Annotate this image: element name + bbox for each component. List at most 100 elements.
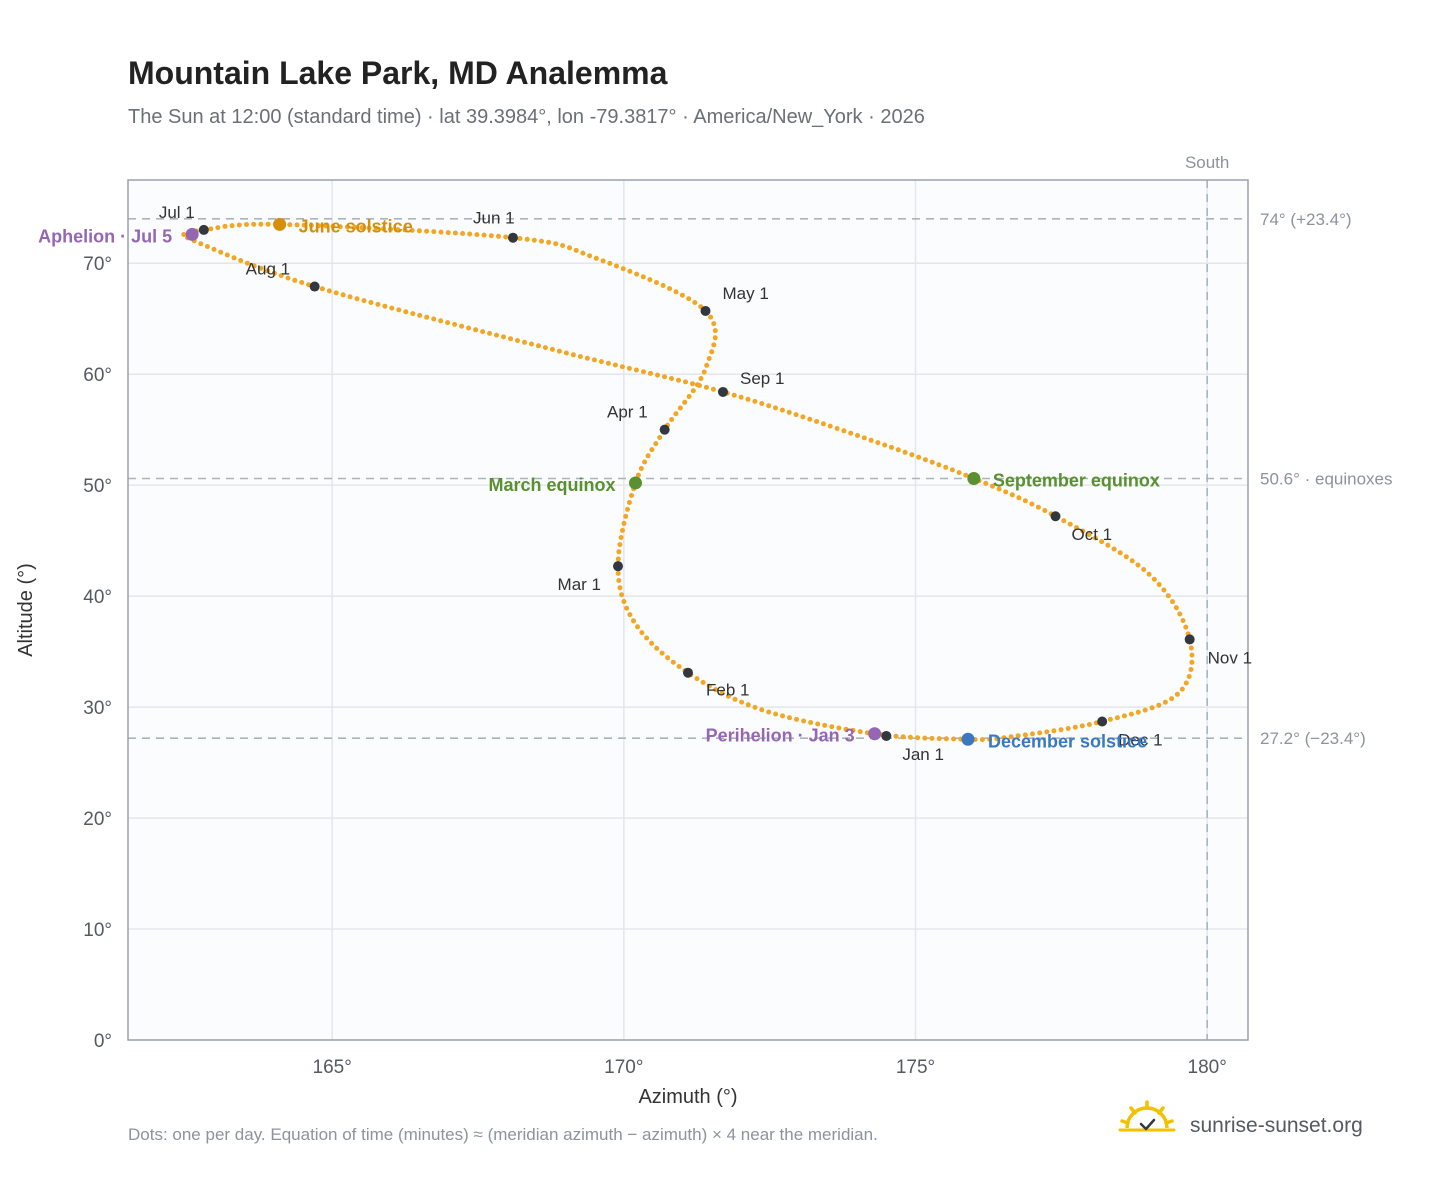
- daily-dot: [1135, 709, 1141, 715]
- daily-dot: [460, 231, 466, 236]
- daily-dot: [617, 585, 623, 591]
- daily-dot: [258, 265, 264, 271]
- daily-dot: [836, 725, 842, 731]
- daily-dot: [1177, 611, 1183, 617]
- daily-dot: [916, 454, 922, 460]
- daily-dot: [900, 734, 906, 740]
- daily-dot: [1156, 702, 1162, 708]
- daily-dot: [231, 255, 237, 261]
- daily-dot: [389, 305, 395, 311]
- daily-dot: [649, 640, 655, 646]
- daily-dot: [474, 232, 480, 238]
- daily-dot: [607, 260, 613, 266]
- reference-lines: 74° (+23.4°) 50.6° · equinoxes 27.2° (−23.…: [128, 153, 1393, 1040]
- daily-dot: [868, 437, 874, 443]
- daily-dot: [1092, 535, 1098, 541]
- daily-dot: [1161, 587, 1167, 593]
- daily-dot: [647, 277, 653, 283]
- daily-dot: [198, 241, 204, 247]
- daily-dot: [949, 467, 955, 473]
- daily-dot: [701, 369, 707, 375]
- daily-dot: [848, 430, 854, 436]
- daily-dot: [452, 230, 458, 236]
- month-label: May 1: [723, 284, 769, 303]
- daily-dot: [641, 369, 646, 375]
- daily-dot: [623, 513, 629, 519]
- x-axis-title: Azimuth (°): [638, 1086, 737, 1108]
- daily-dot: [344, 224, 350, 230]
- daily-dot: [271, 270, 277, 276]
- daily-dot: [487, 330, 493, 336]
- daily-dot: [759, 401, 765, 406]
- daily-dot: [402, 227, 408, 233]
- x-tick-label: 165°: [313, 1057, 352, 1078]
- daily-dot: [642, 459, 648, 465]
- daily-dot: [229, 223, 235, 229]
- daily-dot: [667, 286, 673, 292]
- daily-dot: [556, 348, 562, 354]
- daily-dot: [593, 255, 599, 261]
- daily-dot: [654, 280, 659, 285]
- daily-dot: [800, 414, 806, 420]
- daily-dot: [745, 396, 751, 402]
- daily-dot: [882, 442, 888, 448]
- daily-dot: [1086, 722, 1092, 727]
- daily-dot: [563, 350, 569, 356]
- daily-dot: [573, 247, 579, 253]
- daily-dot: [990, 483, 995, 489]
- daily-dot: [1123, 554, 1129, 560]
- daily-dot: [682, 399, 688, 405]
- reference-line-label: 50.6° · equinoxes: [1260, 470, 1393, 489]
- daily-dot: [431, 229, 437, 235]
- daily-dot: [626, 365, 632, 371]
- daily-dot: [1079, 723, 1085, 729]
- daily-dot: [677, 405, 683, 411]
- daily-dot: [694, 676, 700, 682]
- daily-dot: [395, 227, 401, 233]
- daily-dot: [598, 359, 604, 365]
- event-marker: [273, 217, 287, 231]
- daily-dot: [676, 377, 681, 383]
- daily-dot: [951, 736, 957, 742]
- daily-dot: [600, 258, 606, 264]
- daily-dot: [1135, 562, 1141, 568]
- daily-dot: [1173, 605, 1179, 611]
- daily-dot: [1189, 652, 1195, 658]
- daily-dot: [1022, 498, 1028, 504]
- daily-dot: [323, 223, 329, 229]
- daily-dot: [409, 227, 415, 233]
- daily-dot: [361, 298, 367, 304]
- daily-dot: [786, 409, 792, 415]
- x-tick-label: 170°: [604, 1057, 643, 1078]
- month-marker: [198, 224, 209, 235]
- month-label: Dec 1: [1118, 731, 1162, 750]
- event-marker: [629, 476, 642, 490]
- daily-dot: [517, 236, 523, 241]
- daily-dot: [956, 470, 962, 476]
- daily-dot: [587, 253, 593, 259]
- daily-dot: [690, 381, 695, 387]
- daily-dot: [808, 720, 814, 725]
- daily-dot: [662, 374, 667, 380]
- daily-dot: [251, 263, 257, 269]
- month-marker: [659, 424, 670, 435]
- daily-dot: [625, 506, 630, 512]
- sun-logo-icon: [1118, 1100, 1176, 1132]
- daily-dot: [673, 411, 679, 417]
- daily-dot: [1003, 489, 1009, 495]
- daily-dot: [983, 480, 989, 486]
- daily-dot: [508, 336, 513, 342]
- daily-dot: [553, 241, 559, 247]
- daily-dot: [1142, 707, 1148, 713]
- daily-dot: [850, 727, 856, 733]
- daily-dot: [438, 229, 444, 235]
- daily-dot: [238, 258, 244, 263]
- daily-dot: [382, 303, 388, 309]
- daily-dot: [375, 301, 381, 307]
- daily-dot: [627, 268, 633, 274]
- month-marker: [1050, 511, 1061, 522]
- month-label: Jun 1: [473, 209, 515, 228]
- daily-dot: [779, 407, 785, 413]
- y-tick-label: 30°: [83, 698, 112, 719]
- daily-dot: [713, 687, 719, 693]
